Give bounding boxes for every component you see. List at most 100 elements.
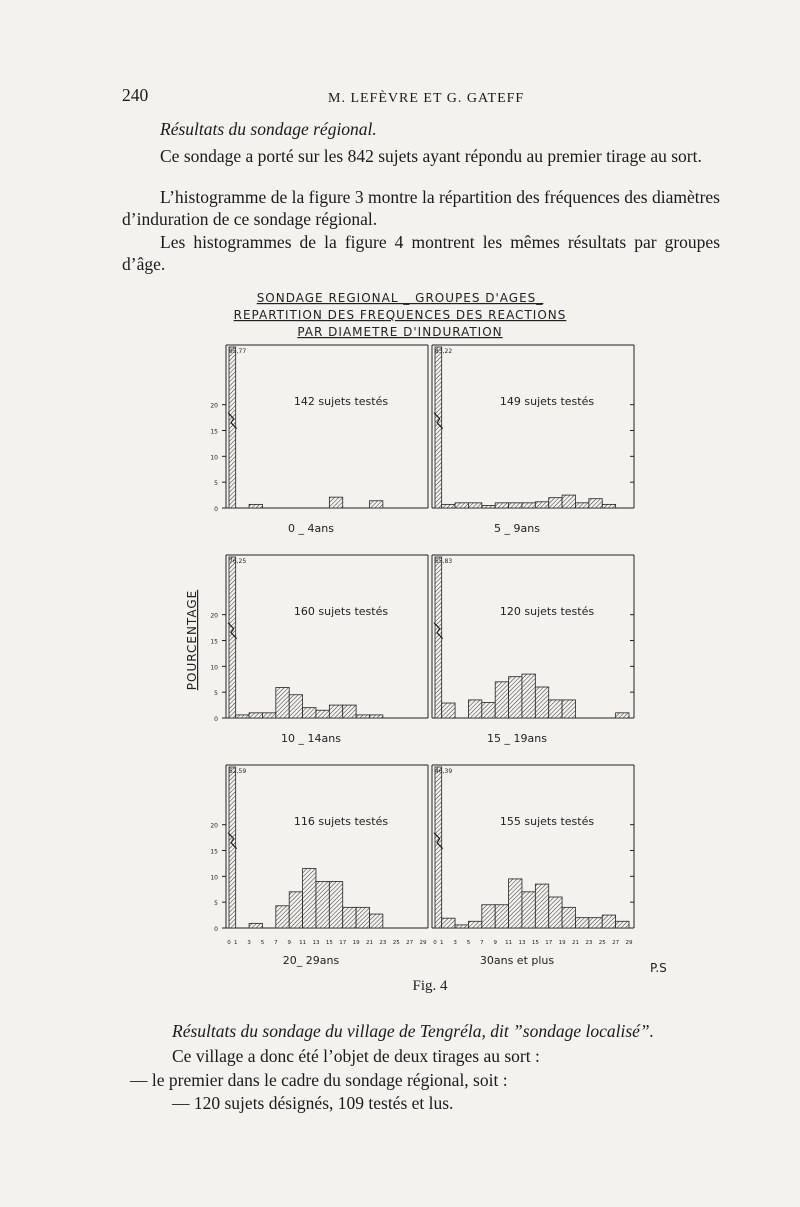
- panel-annotation: 149 sujets testés: [500, 395, 594, 408]
- axis-break: [227, 412, 238, 430]
- bar: [494, 681, 509, 719]
- y-tick-label: 5: [214, 480, 218, 487]
- bar: [521, 673, 536, 719]
- x-tick-label: 9: [287, 940, 291, 946]
- bar: [494, 904, 509, 929]
- bar: [521, 891, 536, 929]
- bar: [441, 503, 456, 509]
- x-tick-label: 5: [467, 940, 471, 946]
- bar: [521, 502, 536, 509]
- bar: [288, 694, 303, 719]
- bar: [434, 346, 443, 509]
- bar: [534, 686, 550, 719]
- y-tick-label: 10: [210, 454, 218, 461]
- bar: [494, 502, 509, 509]
- y-tick-label: 10: [210, 874, 218, 881]
- text-line: Ce village a donc été l’objet de deux ti…: [172, 1046, 540, 1066]
- page-number: 240: [122, 85, 149, 105]
- bar: [481, 904, 496, 929]
- x-tick-label: 15: [532, 940, 539, 946]
- bar: [481, 505, 496, 509]
- x-tick-label: 7: [480, 940, 484, 946]
- x-tick-label: 19: [559, 940, 566, 946]
- bar: [468, 920, 483, 929]
- value-label: 76,25: [229, 558, 246, 565]
- bar: [275, 905, 290, 929]
- y-tick-label: 15: [210, 429, 218, 436]
- bar: [302, 707, 317, 719]
- panel-title: 20_ 29ans: [283, 954, 340, 967]
- bar: [288, 891, 303, 929]
- x-tick-label: 27: [406, 940, 413, 946]
- y-tick-label: 5: [214, 690, 218, 697]
- axis-break: [227, 832, 238, 850]
- bar: [468, 699, 483, 719]
- x-tick-label: 19: [353, 940, 360, 946]
- bar: [262, 712, 277, 719]
- bar: [228, 346, 237, 509]
- x-tick-label: 27: [612, 940, 619, 946]
- bar: [228, 766, 237, 929]
- bar: [369, 714, 384, 719]
- x-tick-label: 9: [493, 940, 497, 946]
- x-tick-label: 11: [299, 940, 306, 946]
- y-tick-label: 0: [214, 506, 218, 513]
- bar: [534, 501, 550, 509]
- bar: [248, 712, 263, 719]
- x-tick-label: 21: [572, 940, 579, 946]
- panel-annotation: 155 sujets testés: [500, 815, 594, 828]
- bar: [235, 714, 250, 719]
- panel-annotation: 142 sujets testés: [294, 395, 388, 408]
- bar: [275, 687, 290, 719]
- y-tick-label: 15: [210, 639, 218, 646]
- bar: [328, 881, 344, 929]
- x-tick-label: 11: [505, 940, 512, 946]
- bar: [369, 500, 384, 509]
- y-tick-label: 5: [214, 900, 218, 907]
- value-label: 55,83: [435, 558, 452, 565]
- x-tick-label: 1: [234, 940, 238, 946]
- figure-caption: Fig. 4: [412, 978, 448, 994]
- bar: [575, 502, 590, 509]
- axis-break: [227, 622, 238, 640]
- y-tick-label: 15: [210, 849, 218, 856]
- panel-title: 15 _ 19ans: [487, 732, 547, 745]
- paragraph: Ce sondage a porté sur les 842 sujets ay…: [160, 146, 702, 166]
- bar: [228, 556, 237, 719]
- panel-annotation: 160 sujets testés: [294, 605, 388, 618]
- x-tick-label: 25: [393, 940, 400, 946]
- axis-break: [433, 412, 444, 430]
- x-tick-label: 7: [274, 940, 278, 946]
- heading: Résultats du sondage du village de Tengr…: [172, 1021, 655, 1041]
- bar: [588, 917, 603, 929]
- bar: [248, 922, 263, 929]
- bar: [534, 883, 550, 929]
- bar: [328, 704, 344, 719]
- x-tick-label: 17: [339, 940, 346, 946]
- bar: [315, 881, 330, 929]
- bar: [561, 699, 576, 719]
- x-tick-label: 17: [545, 940, 552, 946]
- bar: [601, 503, 617, 509]
- bar: [548, 896, 563, 929]
- x-tick-label: 3: [453, 940, 457, 946]
- bar: [355, 906, 370, 929]
- x-tick-label: 23: [379, 940, 386, 946]
- value-label: 83,22: [435, 348, 452, 355]
- figure-title: PAR DIAMETRE D'INDURATION: [297, 325, 502, 339]
- bar: [315, 709, 330, 719]
- bar: [561, 906, 576, 929]
- paragraph: L’histogramme de la figure 3 montre la r…: [122, 187, 720, 229]
- bar: [434, 556, 443, 719]
- x-tick-label: 25: [599, 940, 606, 946]
- bar: [615, 920, 630, 929]
- bar: [441, 702, 456, 719]
- y-tick-label: 0: [214, 716, 218, 723]
- bar: [588, 498, 603, 509]
- x-tick-label: 1: [440, 940, 444, 946]
- bar: [434, 766, 443, 929]
- bar: [342, 704, 357, 719]
- y-tick-label: 0: [214, 926, 218, 933]
- panel-title: 0 _ 4ans: [288, 522, 334, 535]
